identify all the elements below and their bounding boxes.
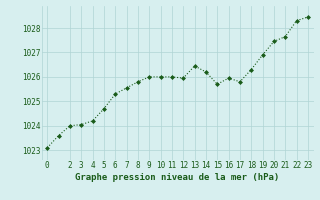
X-axis label: Graphe pression niveau de la mer (hPa): Graphe pression niveau de la mer (hPa) — [76, 173, 280, 182]
